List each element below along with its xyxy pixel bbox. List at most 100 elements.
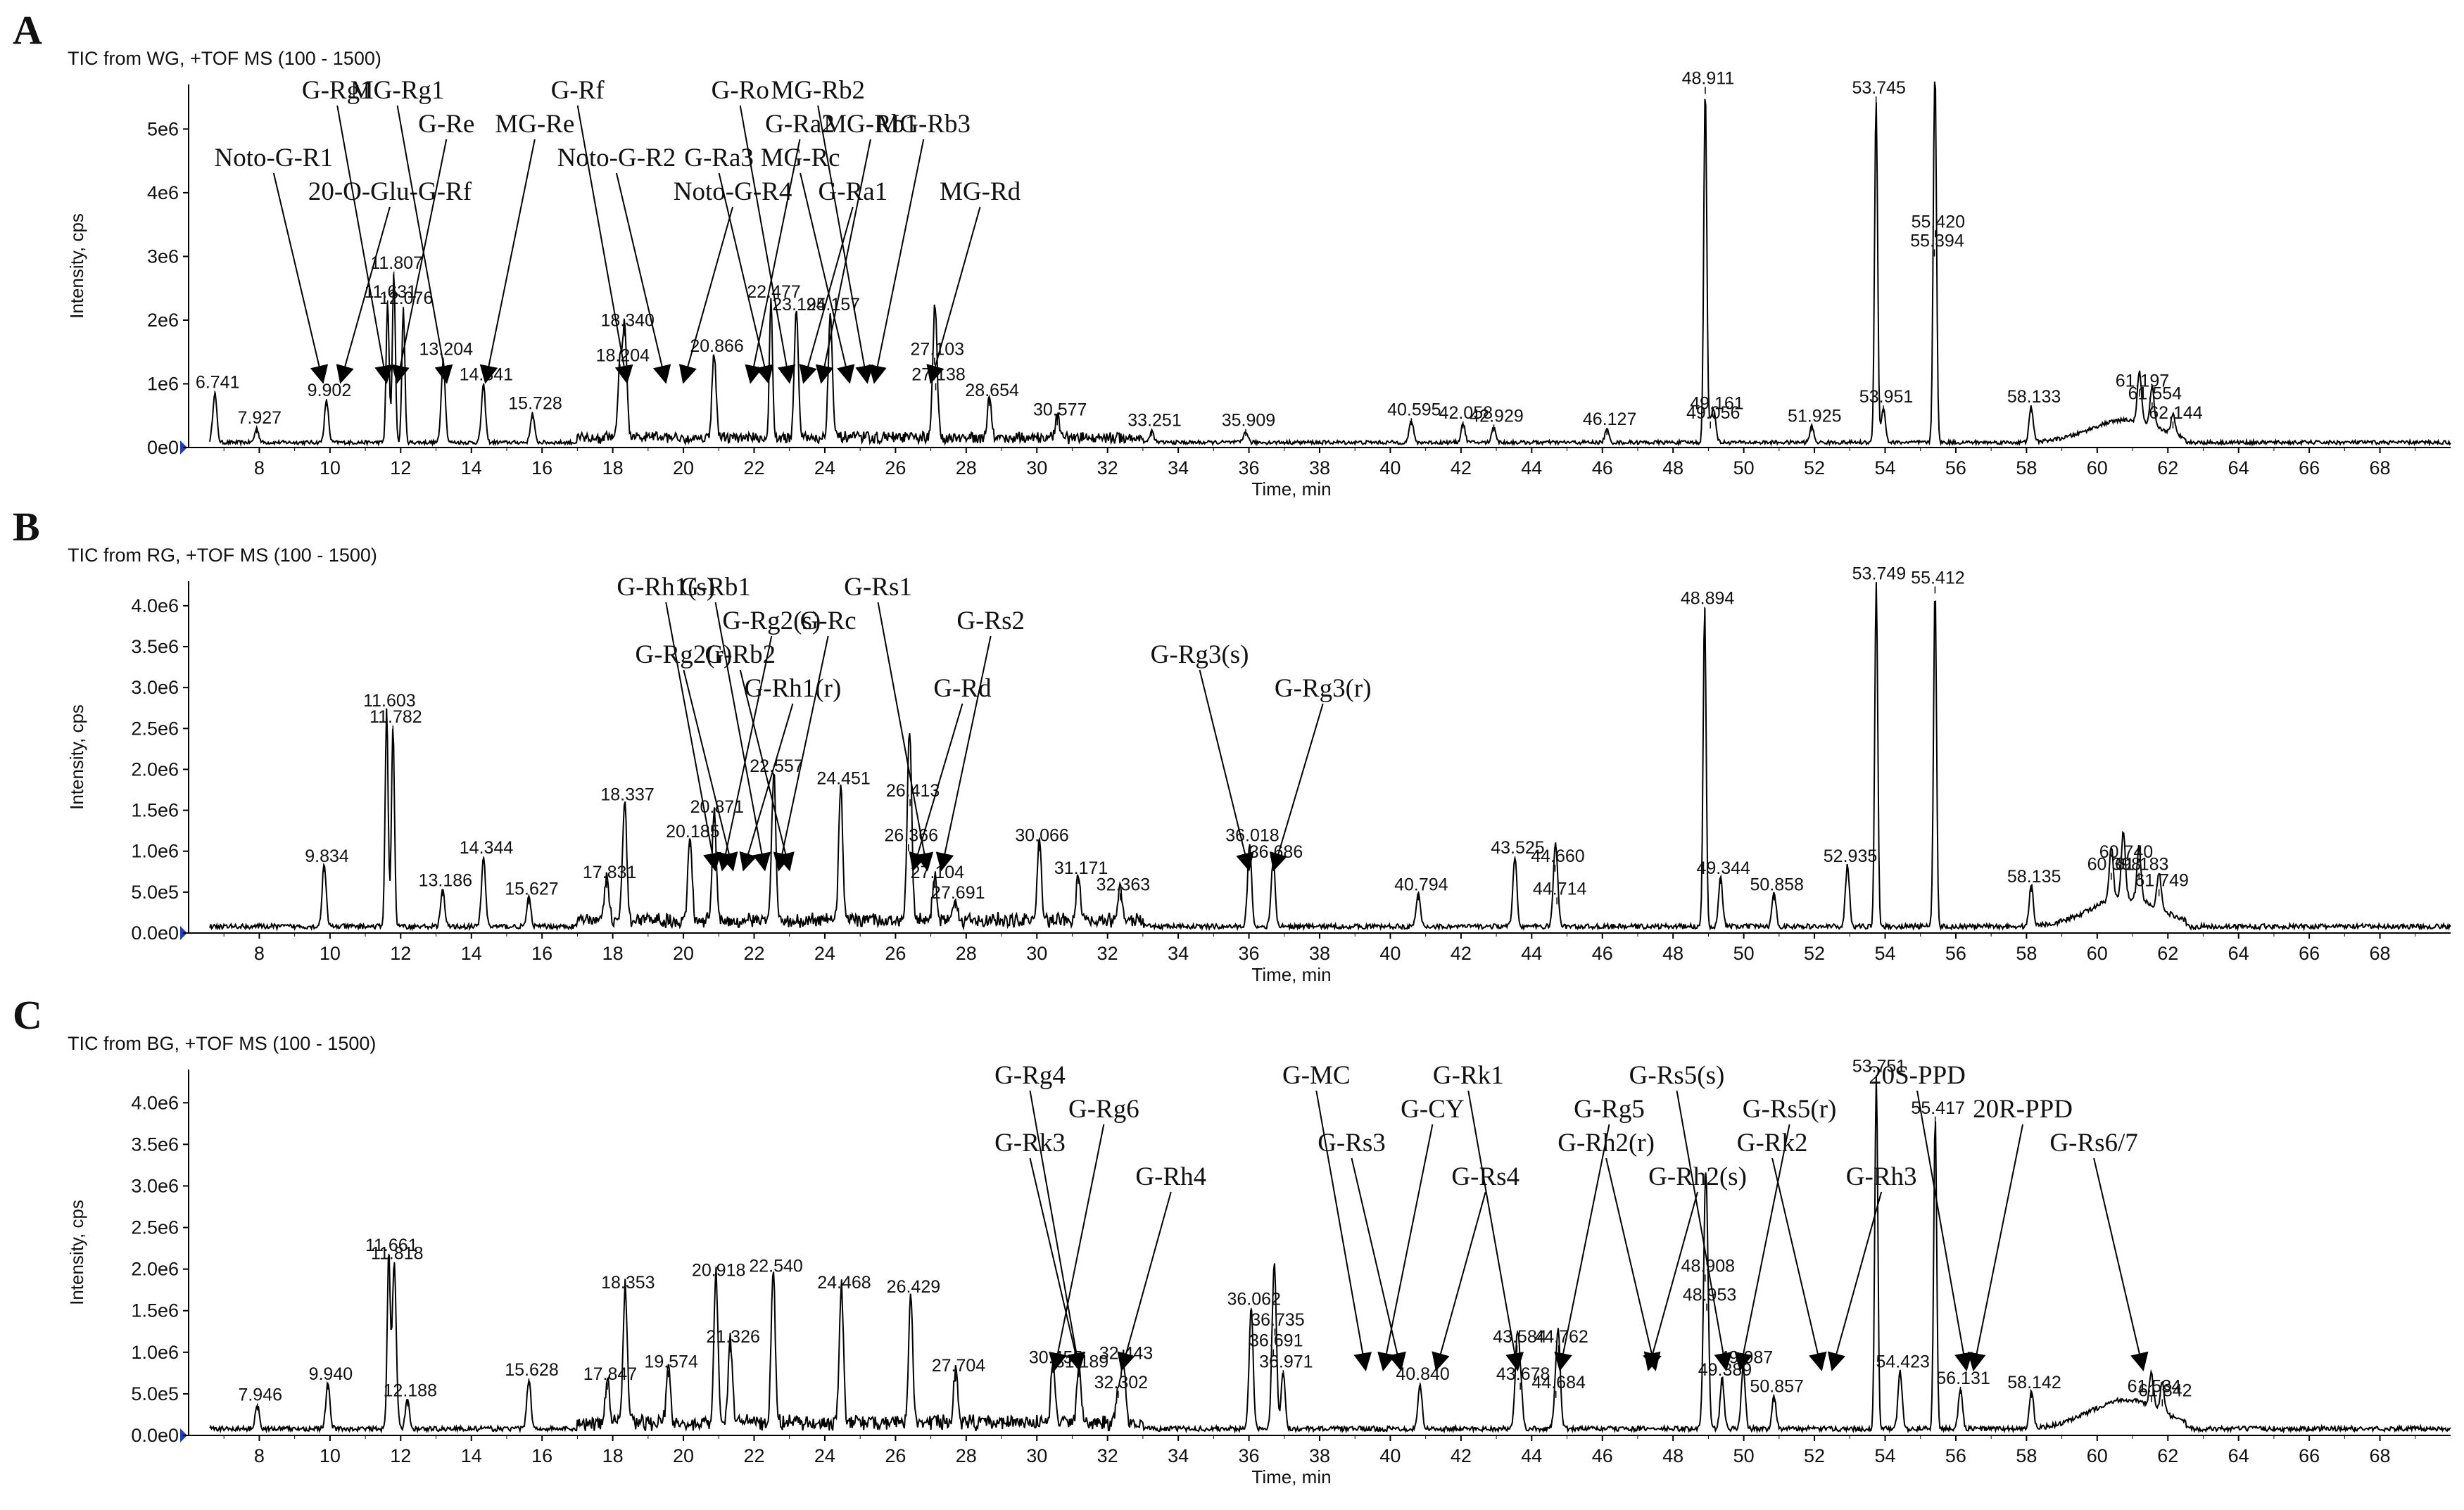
annotation-arrow — [576, 105, 633, 384]
x-tick-label: 20 — [673, 943, 694, 964]
y-tick-label: 2e6 — [147, 310, 179, 331]
x-tick-label: 68 — [2370, 1445, 2391, 1466]
x-tick-label: 54 — [1874, 943, 1895, 964]
panel-title: TIC from RG, +TOF MS (100 - 1500) — [68, 545, 377, 566]
peak-label: 60.398 — [2087, 854, 2141, 874]
peak-label: 6.741 — [196, 372, 240, 392]
y-tick-label: 3.5e6 — [131, 1134, 179, 1155]
peak-label: 9.902 — [308, 381, 352, 400]
annotation-arrow — [718, 172, 773, 384]
x-tick-label: 58 — [2016, 457, 2037, 478]
tic-trace — [209, 582, 2451, 932]
peak-label: 48.894 — [1681, 589, 1735, 609]
peak-label: 55.412 — [1911, 568, 1964, 588]
peak-label: 11.631 — [364, 282, 417, 302]
compound-annotation: G-CY — [1401, 1095, 1464, 1124]
panel-a: A TIC from WG, +TOF MS (100 - 1500) 0e0 1e6… — [13, 7, 2451, 500]
x-tick-label: 42 — [1451, 943, 1472, 964]
x-tick-label: 38 — [1309, 1445, 1330, 1466]
compound-annotation: Noto-G-R1 — [215, 144, 334, 172]
compound-annotation: G-Rg4 — [994, 1061, 1066, 1090]
y-tick-label: 4.0e6 — [131, 1092, 179, 1113]
x-tick-label: 26 — [885, 1445, 906, 1466]
compound-annotation: 20-O-Glu-G-Rf — [308, 177, 472, 206]
peak-label: 61.183 — [2115, 854, 2168, 874]
x-tick-label: 56 — [1945, 943, 1966, 964]
peak-label: 43.584 — [1493, 1327, 1547, 1347]
x-tick-label: 56 — [1945, 457, 1966, 478]
peak-label: 36.691 — [1249, 1331, 1303, 1351]
x-tick-label: 50 — [1733, 943, 1755, 964]
x-tick-label: 38 — [1309, 943, 1330, 964]
peak-label: 15.728 — [508, 393, 562, 413]
peak-label: 62.144 — [2149, 403, 2203, 423]
y-tick-label: 1e6 — [147, 373, 179, 394]
x-tick-label: 46 — [1592, 457, 1613, 478]
y-tick-label: 5.0e5 — [131, 1383, 179, 1404]
peak-label: 30.577 — [1033, 400, 1087, 419]
compound-annotation: G-Rh2(r) — [1558, 1129, 1655, 1157]
annotation-arrow — [926, 206, 981, 384]
y-tick-label: 4e6 — [147, 182, 179, 203]
compound-annotation: G-Ro — [712, 76, 769, 105]
compound-annotation: G-Rs1 — [844, 573, 912, 602]
peak-label: 49.161 — [1690, 393, 1743, 413]
peak-label: 49.987 — [1719, 1347, 1773, 1367]
peak-label: 54.423 — [1876, 1352, 1930, 1371]
x-tick-label: 12 — [390, 457, 411, 478]
tic-trace — [209, 81, 2451, 448]
panel-c: C TIC from BG, +TOF MS (100 - 1500) 0.0e0 5… — [13, 992, 2451, 1487]
compound-annotation: G-Rs5(r) — [1743, 1095, 1837, 1124]
peak-label: 11.782 — [369, 707, 422, 727]
x-tick-label: 18 — [602, 457, 624, 478]
x-tick-label: 60 — [2087, 457, 2108, 478]
peak-label: 20.918 — [692, 1260, 745, 1280]
x-tick-label: 52 — [1804, 943, 1825, 964]
peak-label: 21.326 — [706, 1327, 759, 1347]
x-tick-label: 16 — [531, 943, 552, 964]
annotation-arrow — [877, 602, 934, 872]
peak-label: 50.857 — [1750, 1377, 1803, 1397]
peak-label: 36.735 — [1251, 1310, 1304, 1330]
peak-label: 9.834 — [305, 846, 349, 866]
compound-annotation: G-Re — [418, 110, 474, 139]
annotation-arrow — [1432, 1191, 1486, 1371]
annotation-arrow — [1315, 1090, 1372, 1371]
peak-label: 13.186 — [419, 871, 472, 891]
annotation-arrow — [739, 703, 794, 872]
annotation-arrow — [1916, 1090, 1973, 1371]
compound-annotation: G-Rg5 — [1574, 1095, 1645, 1124]
peak-label: 17.847 — [583, 1364, 637, 1384]
compound-annotation: MG-Rc — [761, 144, 840, 172]
peak-label: 55.394 — [1910, 231, 1964, 250]
annotation-arrow — [336, 105, 393, 384]
compound-annotation: G-Rf — [551, 76, 605, 105]
peak-label: 40.794 — [1394, 875, 1448, 894]
x-tick-label: 16 — [531, 457, 552, 478]
x-tick-label: 36 — [1239, 943, 1260, 964]
annotation-arrow — [1117, 1191, 1172, 1371]
y-tick-label: 1.5e6 — [131, 1300, 179, 1321]
annotation-arrow — [336, 206, 391, 384]
compound-annotation: G-Ra1 — [818, 177, 887, 206]
annotation-arrow — [745, 139, 801, 384]
x-tick-label: 30 — [1026, 943, 1047, 964]
x-tick-label: 16 — [531, 1445, 552, 1466]
compound-annotation: G-Ra3 — [684, 144, 754, 172]
peak-label: 19.574 — [644, 1352, 698, 1371]
annotation-arrow — [1029, 1090, 1086, 1371]
peak-label: 42.058 — [1439, 403, 1493, 423]
peak-label: 18.337 — [600, 785, 654, 805]
annotation-arrow — [391, 139, 448, 384]
peak-label: 31.171 — [1054, 858, 1108, 878]
annotation-arrow — [935, 635, 992, 872]
y-tick-label: 5e6 — [147, 118, 179, 139]
annotation-arrow — [1554, 1124, 1610, 1371]
x-tick-label: 8 — [254, 943, 265, 964]
y-tick-label: 2.5e6 — [131, 1217, 179, 1238]
x-tick-label: 34 — [1168, 457, 1189, 478]
x-tick-label: 52 — [1804, 1445, 1825, 1466]
x-tick-label: 48 — [1662, 943, 1683, 964]
peak-label: 20.185 — [666, 822, 719, 842]
annotation-arrow — [1967, 1124, 2024, 1371]
